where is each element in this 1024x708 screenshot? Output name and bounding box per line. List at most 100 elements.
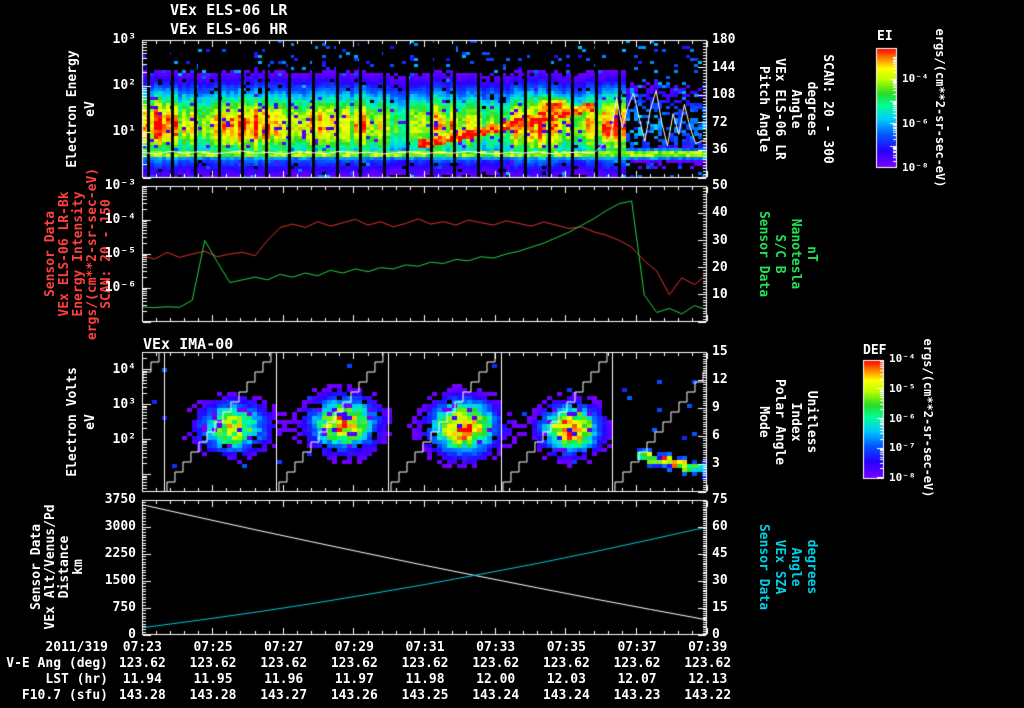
f107-values: 143.28 143.28 143.27 143.26 143.25 143.24 143.… [107,688,743,703]
lst-value: 11.94 [122,672,162,687]
lst-values: 11.94 11.95 11.96 11.97 11.98 12.00 12.03 12.07… [107,672,743,687]
tick-label: 6 [712,428,720,443]
els-right-label-line2: VEx ELS-06 LR [772,58,787,160]
sza-right-label-line3: Angle [788,547,803,587]
ima-right-label-line1: Mode [756,406,771,438]
tick-label: 180 [712,32,736,47]
ve-ang-values: 123.62 123.62 123.62 123.62 123.62 123.62 123.… [107,656,743,671]
time-axis-labels: 07:23 07:25 07:27 07:29 07:31 07:33 07:35 07:37… [107,640,743,655]
time-label: 07:29 [334,640,374,655]
tick-label: 108 [712,87,736,102]
eph-left-axis-ticks: 3750 3000 2250 1500 750 0 [88,492,136,643]
els-title-lr: VEx ELS-06 LR [170,1,288,19]
time-label: 07:25 [193,640,233,655]
tick-label: 0 [712,627,720,642]
tick-label: 10⁻⁸ [902,161,929,174]
tick-label: 1500 [104,573,136,588]
tick-label: 10⁻⁵ [889,381,916,395]
ve-ang-value: 123.62 [189,656,237,671]
tick-label: 10⁻⁴ [104,212,136,227]
lst-value: 12.07 [617,672,657,687]
colorbar1-title: EI [877,29,893,44]
tick-label: 750 [112,600,136,615]
intensity-right-axis-ticks: 50 40 30 20 10 [712,178,760,303]
bfield-right-label-line4: nT [804,246,819,262]
els-right-label-line5: SCAN: 20 - 300 [820,54,835,164]
els-right-label-line4: degrees [804,81,819,137]
f107-value: 143.22 [684,688,732,703]
f107-value: 143.27 [260,688,308,703]
f107-value: 143.24 [472,688,520,703]
f107-value: 143.28 [189,688,237,703]
ima-right-label-line2: Polar Angle [772,378,787,466]
tick-label: 50 [712,178,728,193]
ima-right-label-line3: Index [788,402,803,442]
ima-title: VEx IMA-00 [143,335,234,353]
ve-ang-value: 123.62 [260,656,308,671]
tick-label: 12 [712,372,728,387]
tick-label: 144 [712,59,736,75]
intensity-left-axis-ticks: 10⁻³ 10⁻⁴ 10⁻⁵ 10⁻⁶ [88,178,136,296]
sza-right-label-line2: VEx SZA [772,539,787,595]
bfield-right-label-line2: S/C B [772,234,787,274]
ima-ylabel-line1: Electron Volts [65,367,80,477]
ima-right-label-line4: Unitless [804,390,819,454]
colorbar2-ticks: 10⁻⁴ 10⁻⁵ 10⁻⁶ 10⁻⁷ 10⁻⁸ [889,351,933,486]
intensity-left-label-line2: VEx ELS-06 LR-Bk [57,191,72,317]
lst-value: 11.97 [334,672,374,687]
time-label: 07:39 [688,640,728,655]
tick-label: 10⁻⁵ [104,246,136,261]
lst-value: 12.00 [476,672,516,687]
colorbar2-unit-label: ergs/(cm**2-sr-sec-eV) [921,338,935,498]
els-right-axis-ticks: 180 144 108 72 36 [712,32,760,158]
tick-label: 10⁻⁶ [889,411,916,425]
f107-value: 143.24 [542,688,590,703]
ve-ang-value: 123.62 [118,656,166,671]
f107-value: 143.23 [613,688,661,703]
colorbar1-unit-label: ergs/(cm**2-sr-sec-eV) [933,28,947,188]
tick-label: 10 [712,287,728,302]
tick-label: 10² [112,432,136,447]
tick-label: 2250 [104,546,136,561]
f107-value: 143.28 [118,688,166,703]
ve-ang-value: 123.62 [542,656,590,671]
tick-label: 10⁴ [112,362,136,377]
tick-label: 10² [112,78,136,93]
colorbar2-title: DEF [863,343,887,358]
tick-label: 0 [128,627,136,642]
lst-value: 11.98 [405,672,445,687]
ve-ang-value: 123.62 [472,656,520,671]
tick-label: 3000 [104,519,136,534]
date-label: 2011/319 [45,640,108,655]
tick-label: 75 [712,492,728,507]
tick-label: 3750 [104,492,136,507]
els-right-label-line1: Pitch Angle [756,65,771,153]
lst-row-label: LST (hr) [45,672,108,687]
ve-ang-value: 123.62 [401,656,449,671]
f107-value: 143.25 [401,688,449,703]
tick-label: 30 [712,232,728,248]
tick-label: 20 [712,259,728,275]
ve-ang-value: 123.62 [330,656,378,671]
tick-label: 10³ [112,32,136,47]
eph-left-label-line2: VEx Alt/Venus/Pd [43,504,58,630]
tick-label: 40 [712,205,728,221]
tick-label: 72 [712,114,728,130]
lst-value: 12.03 [546,672,586,687]
f107-value: 143.26 [330,688,378,703]
tick-label: 36 [712,142,728,157]
time-label: 07:33 [476,640,516,655]
tick-label: 30 [712,573,728,588]
tick-label: 15 [712,344,728,359]
els-right-label-line3: Angle [788,89,803,129]
time-label: 07:35 [546,640,586,655]
els-left-axis-ticks: 10³ 10² 10¹ [88,32,136,140]
tick-label: 10⁻⁴ [902,72,929,85]
tick-label: 10⁻³ [104,178,136,193]
els-title-hr: VEx ELS-06 HR [170,20,288,38]
time-label: 07:31 [405,640,445,655]
time-label: 07:27 [264,640,304,655]
tick-label: 10³ [112,397,136,412]
